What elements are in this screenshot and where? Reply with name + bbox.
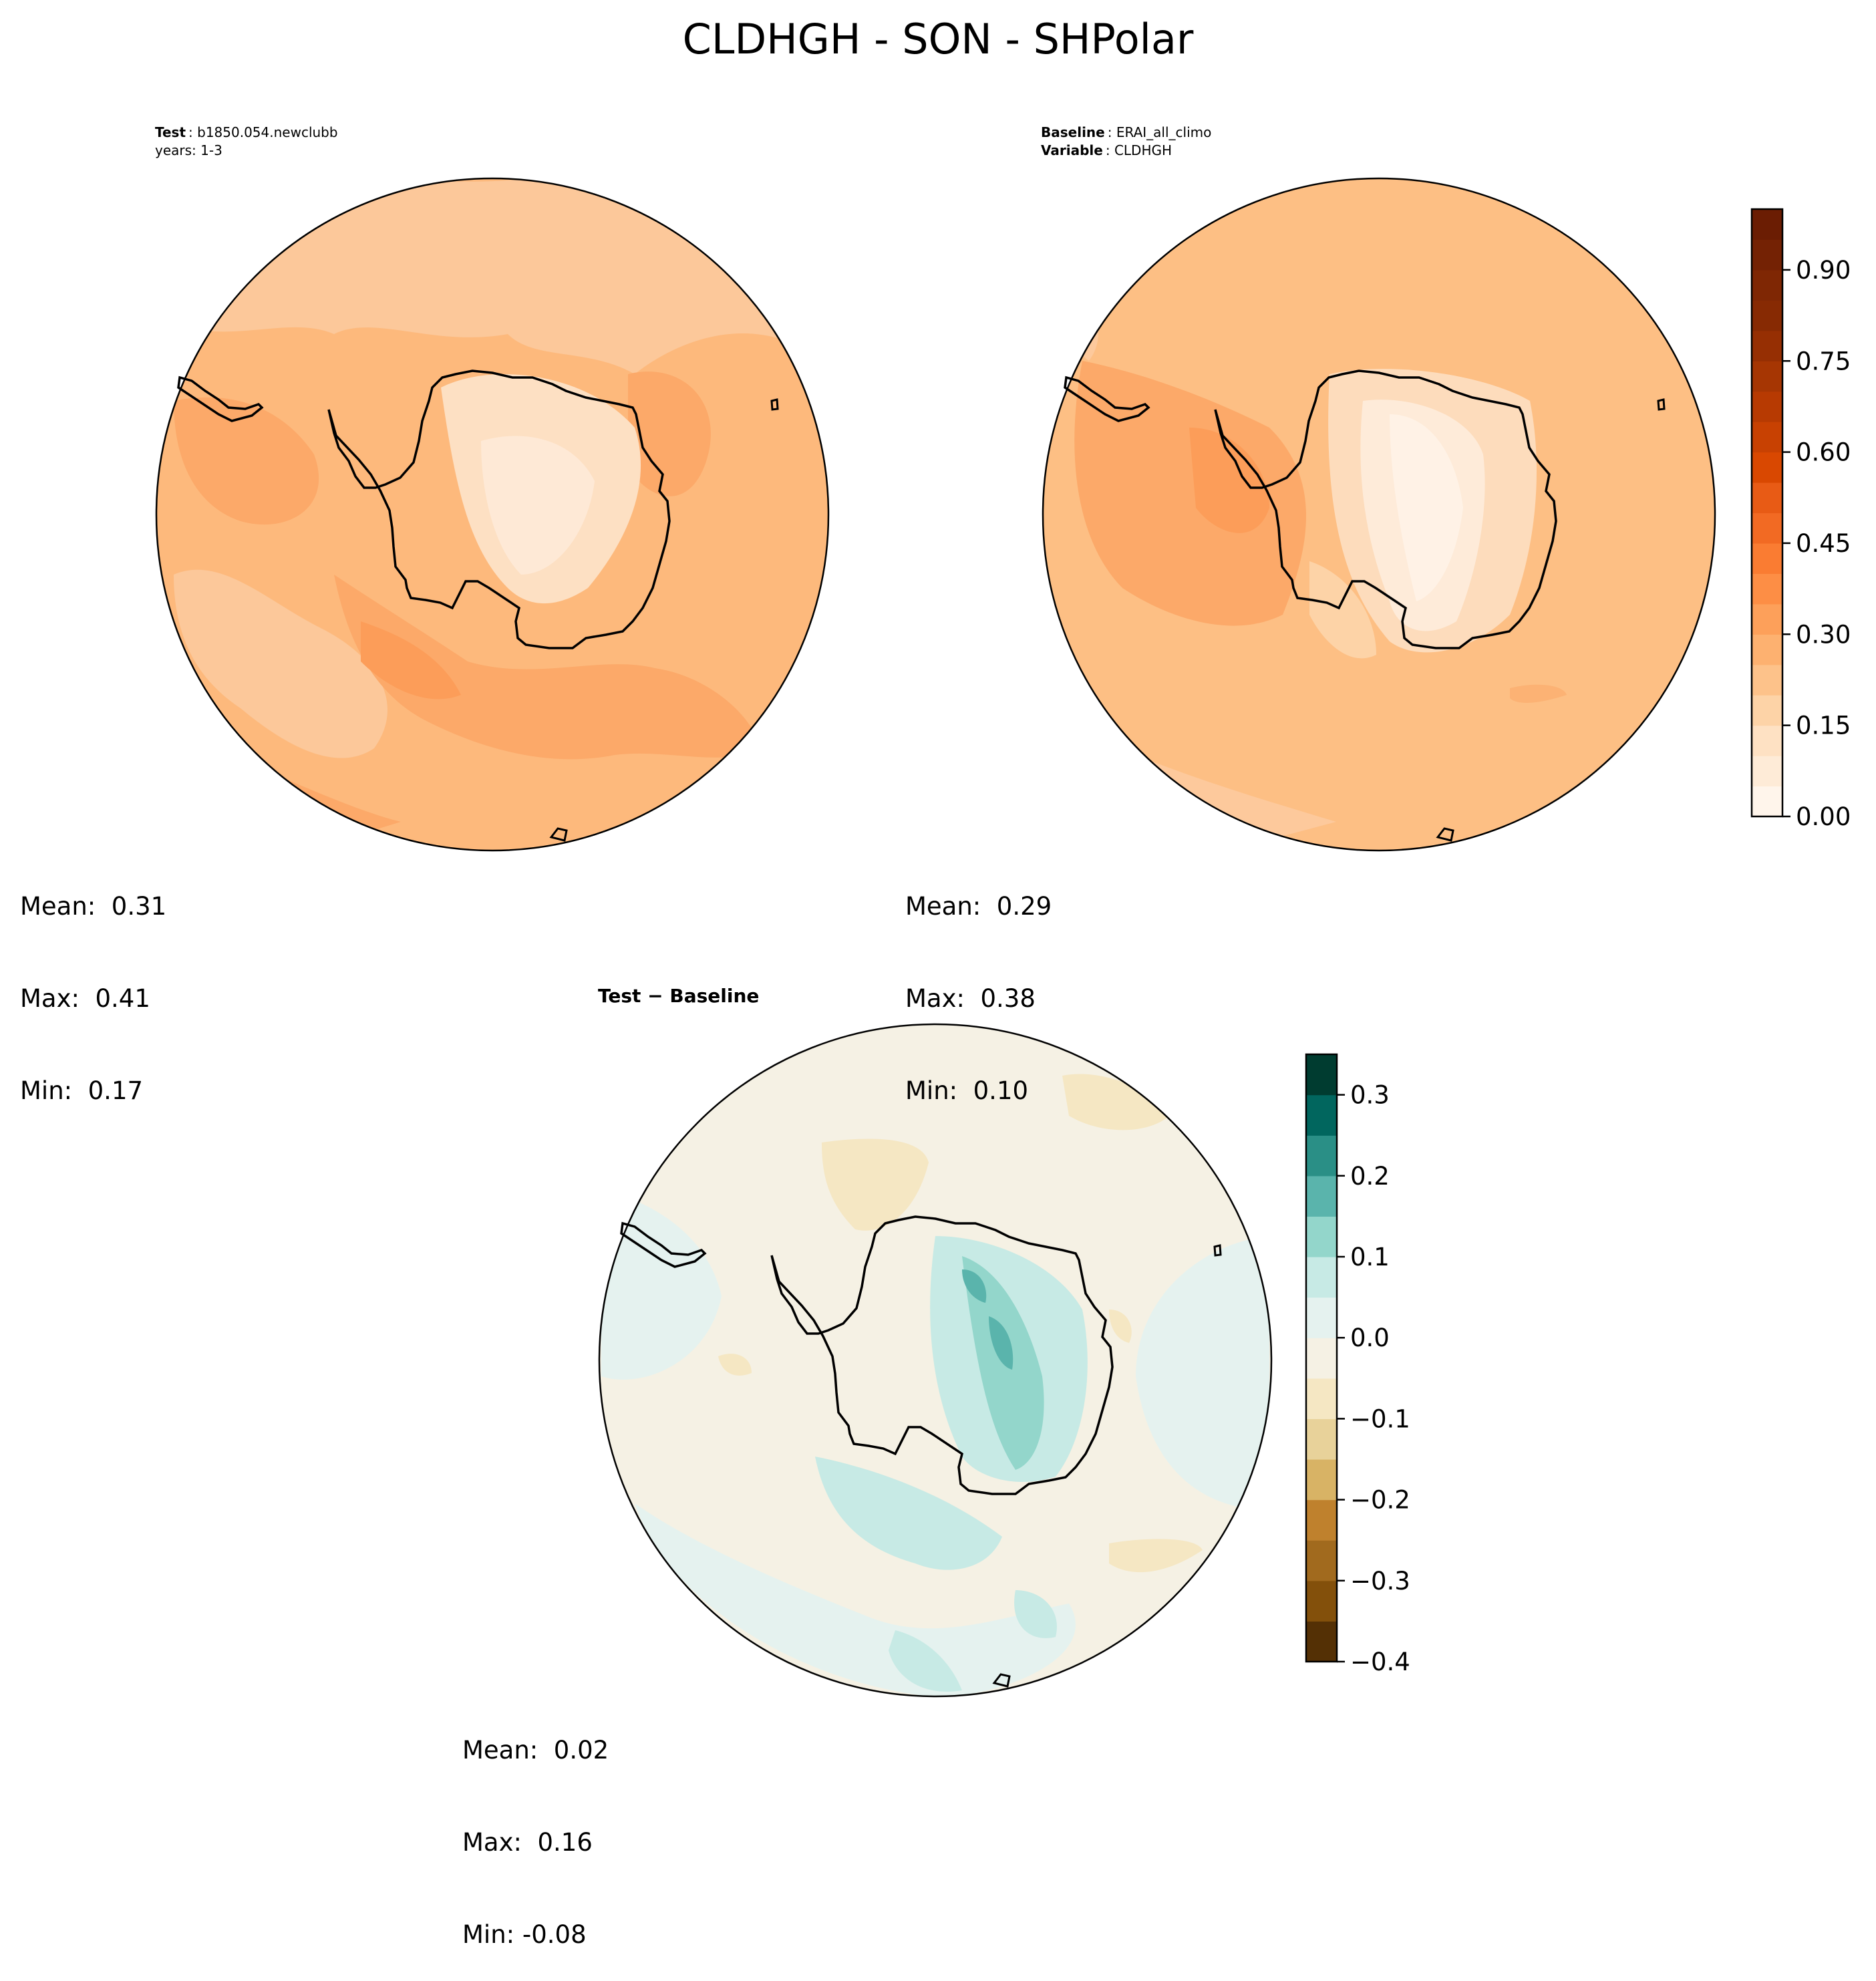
colorbar-segment — [1306, 1338, 1337, 1379]
colorbar-segment — [1752, 452, 1782, 483]
colorbar-segment — [1752, 634, 1782, 665]
baseline-variable-value: CLDHGH — [1114, 142, 1172, 158]
baseline-min: Min: 0.10 — [905, 1076, 1029, 1105]
colorbar-segment — [1306, 1499, 1337, 1541]
colorbar-segment — [1752, 756, 1782, 787]
colorbar-segment — [1752, 422, 1782, 453]
colorbar-tick-label: 0.2 — [1350, 1162, 1390, 1191]
colorbar-segment — [1306, 1540, 1337, 1581]
colorbar-tick-label: 0.1 — [1350, 1243, 1390, 1271]
colorbar-tick-label: −0.4 — [1350, 1648, 1410, 1676]
colorbar-tick-label: 0.75 — [1796, 347, 1851, 375]
colorbar-segment — [1752, 603, 1782, 635]
colorbar-tick-label: −0.3 — [1350, 1567, 1410, 1595]
baseline-variable-key: Variable — [1041, 142, 1103, 158]
diff-map — [598, 1023, 1273, 1698]
test-max: Max: 0.41 — [20, 984, 150, 1013]
baseline-map — [1042, 177, 1716, 852]
baseline-variable: Variable: CLDHGH — [1041, 142, 1172, 158]
colorbar-segment — [1752, 300, 1782, 331]
colorbar-segment — [1306, 1621, 1337, 1662]
colorbar-segment — [1752, 725, 1782, 756]
colorbar-segment — [1306, 1297, 1337, 1338]
colorbar-tick-label: 0.3 — [1350, 1081, 1390, 1110]
test-stats: Mean: 0.31 Max: 0.41 Min: 0.17 — [20, 830, 166, 1137]
colorbar-tick-label: 0.15 — [1796, 712, 1851, 740]
colorbar-segment — [1752, 573, 1782, 605]
colorbar-tick-label: 0.0 — [1350, 1324, 1390, 1352]
colorbar-segment — [1306, 1094, 1337, 1136]
colorbar-segment — [1306, 1257, 1337, 1298]
figure: CLDHGH - SON - SHPolar Test: b1850.054.n… — [155, 15, 1851, 1698]
diff-stats: Mean: 0.02 Max: 0.16 Min: -0.08 — [462, 1674, 609, 1981]
diff-label: Test − Baseline — [598, 985, 759, 1007]
colorbar-frame — [1305, 1053, 1338, 1663]
test-map — [155, 177, 830, 852]
baseline-label-key: Baseline — [1041, 124, 1105, 140]
baseline-label: Baseline: ERAI_all_climo — [1041, 124, 1211, 140]
diff-mean: Mean: 0.02 — [462, 1736, 609, 1765]
colorbar-segment — [1306, 1378, 1337, 1419]
colorbar-tick-label: 0.30 — [1796, 620, 1851, 649]
colorbar-segment — [1752, 391, 1782, 422]
test-mean: Mean: 0.31 — [20, 892, 167, 921]
colorbar-tick-label: 0.45 — [1796, 529, 1851, 558]
colorbar-tick-label: −0.1 — [1350, 1404, 1410, 1433]
colorbar-diff: −0.4 −0.3 −0.2 −0.1 0.0 0.1 0.2 0.3 — [1305, 1053, 1410, 1676]
colorbar-tick-label: 0.90 — [1796, 256, 1851, 285]
test-label-value: b1850.054.newclubb — [197, 124, 337, 140]
test-label-key: Test — [155, 124, 186, 140]
colorbar-segment — [1306, 1580, 1337, 1622]
colorbar-segment — [1306, 1135, 1337, 1177]
baseline-max: Max: 0.38 — [905, 984, 1036, 1013]
colorbar-segment — [1752, 330, 1782, 361]
colorbar-segment — [1306, 1054, 1337, 1096]
colorbar-segment — [1752, 786, 1782, 817]
baseline-label-value: ERAI_all_climo — [1116, 124, 1212, 140]
colorbar-tick-label: 0.60 — [1796, 438, 1851, 467]
colorbar-segment — [1752, 512, 1782, 544]
colorbar-segment — [1752, 239, 1782, 271]
colorbar-segment — [1752, 543, 1782, 574]
colorbar-segment — [1752, 664, 1782, 696]
test-label: Test: b1850.054.newclubb — [155, 124, 338, 140]
colorbar-tick-label: 0.00 — [1796, 802, 1851, 831]
colorbar-main: 0.00 0.15 0.30 0.45 0.60 0.75 0.90 — [1750, 208, 1851, 831]
test-years: years: 1-3 — [155, 142, 222, 158]
colorbar-segment — [1752, 361, 1782, 392]
colorbar-segment — [1306, 1459, 1337, 1501]
colorbar-segment — [1752, 269, 1782, 301]
colorbar-frame — [1750, 208, 1784, 818]
colorbar-segment — [1306, 1175, 1337, 1217]
colorbar-segment — [1306, 1216, 1337, 1257]
test-min: Min: 0.17 — [20, 1076, 144, 1105]
figure-title: CLDHGH - SON - SHPolar — [683, 15, 1194, 63]
baseline-stats: Mean: 0.29 Max: 0.38 Min: 0.10 — [905, 830, 1052, 1137]
diff-max: Max: 0.16 — [462, 1828, 593, 1857]
diff-min: Min: -0.08 — [462, 1920, 587, 1949]
colorbar-segment — [1752, 482, 1782, 514]
colorbar-segment — [1752, 695, 1782, 726]
colorbar-segment — [1752, 209, 1782, 241]
colorbar-segment — [1306, 1418, 1337, 1460]
colorbar-tick-label: −0.2 — [1350, 1486, 1410, 1515]
baseline-mean: Mean: 0.29 — [905, 892, 1052, 921]
